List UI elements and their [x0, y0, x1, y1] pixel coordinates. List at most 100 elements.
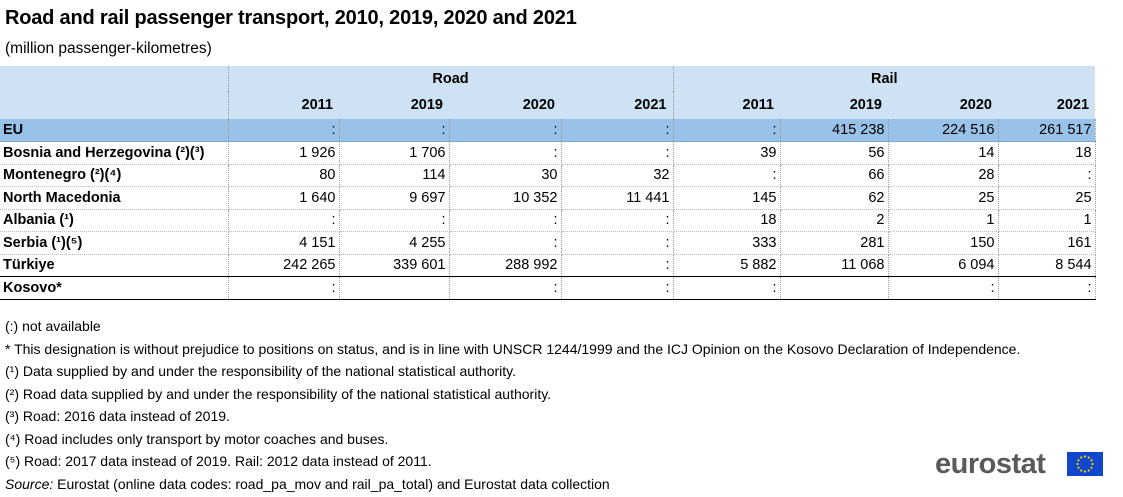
- value-cell: :: [998, 164, 1096, 187]
- value-cell: 25: [998, 186, 1096, 210]
- year-header-rail: 2020: [888, 91, 998, 119]
- row-label: Türkiye: [0, 254, 229, 277]
- flag-star-icon: [1087, 456, 1090, 459]
- value-cell: 10 352: [449, 186, 562, 210]
- row-label: North Macedonia: [0, 186, 229, 210]
- value-cell: 242 265: [228, 254, 340, 277]
- value-cell: 56: [780, 141, 889, 165]
- value-cell: :: [561, 231, 674, 255]
- year-header-road: 2021: [561, 91, 674, 119]
- chart-subtitle: (million passenger-kilometres): [5, 40, 212, 57]
- value-cell: 25: [888, 186, 999, 210]
- value-cell: 145: [673, 186, 781, 210]
- footnote: (:) not available: [5, 318, 101, 334]
- value-cell: :: [228, 119, 340, 142]
- value-cell: :: [449, 119, 562, 142]
- value-cell: :: [998, 276, 1096, 300]
- flag-star-icon: [1083, 455, 1087, 458]
- value-cell: 18: [673, 209, 781, 232]
- year-header-road: 2019: [339, 91, 449, 119]
- logo-text: eurostat: [935, 448, 1046, 480]
- value-cell: :: [449, 276, 562, 300]
- year-header-rail: 2019: [780, 91, 888, 119]
- value-cell: 1 926: [228, 141, 340, 165]
- value-cell: :: [339, 209, 450, 232]
- header-corner: [0, 66, 229, 91]
- table-row: Albania (¹)::::18 2 1 1: [0, 209, 1096, 232]
- year-header-rail: 2021: [998, 91, 1096, 119]
- table-row: Kosovo*::::::: [0, 276, 1096, 300]
- row-label: Bosnia and Herzegovina (²)(³): [0, 141, 229, 165]
- value-cell: 4 151: [228, 231, 340, 255]
- value-cell: :: [561, 254, 674, 277]
- value-cell: 62: [780, 186, 889, 210]
- value-cell: :: [228, 276, 340, 300]
- table-row: North Macedonia 1 640 9 697 10 352 11 441 145…: [0, 186, 1096, 210]
- source-label: Source:: [5, 475, 54, 492]
- year-header-road: 2011: [228, 91, 339, 119]
- value-cell: 150: [888, 231, 999, 255]
- value-cell: 14: [888, 141, 999, 165]
- value-cell: 339 601: [339, 254, 450, 277]
- chart-title: Road and rail passenger transport, 2010,…: [5, 7, 577, 29]
- value-cell: 6 094: [888, 254, 999, 277]
- flag-star-icon: [1083, 470, 1087, 473]
- flag-star-icon: [1080, 456, 1083, 459]
- data-table: Road Rail 2011 2019 2020 2021 2011 2019 2020 2021…: [0, 66, 1096, 300]
- value-cell: :: [561, 119, 674, 142]
- value-cell: 11 441: [561, 186, 674, 210]
- value-cell: 1 640: [228, 186, 340, 210]
- group-header-rail: Rail: [673, 66, 1096, 91]
- value-cell: 18: [998, 141, 1096, 165]
- flag-star-icon: [1090, 459, 1093, 462]
- table-row: Serbia (¹)(⁵) 4 151 4 255::333 281 150 161: [0, 231, 1096, 255]
- footnotes: (:) not available * This designation is …: [5, 315, 1020, 495]
- value-cell: 9 697: [339, 186, 450, 210]
- flag-star-icon: [1090, 466, 1093, 469]
- group-header-road: Road: [228, 66, 674, 91]
- value-cell: :: [561, 209, 674, 232]
- footnote: (⁵) Road: 2017 data instead of 2019. Rai…: [5, 453, 432, 469]
- eurostat-logo: eurostat: [935, 447, 1105, 481]
- footnote: (⁴) Road includes only transport by moto…: [5, 430, 389, 447]
- value-cell: 30: [449, 164, 562, 187]
- value-cell: 224 516: [888, 119, 999, 142]
- eu-flag-icon: [1067, 452, 1103, 476]
- row-label: Albania (¹): [0, 209, 229, 232]
- value-cell: 5 882: [673, 254, 781, 277]
- value-cell: :: [228, 209, 340, 232]
- source-text: Eurostat (online data codes: road_pa_mov…: [53, 475, 610, 492]
- year-header-road: 2020: [449, 91, 561, 119]
- flag-star-icon: [1077, 466, 1080, 469]
- value-cell: 1: [998, 209, 1096, 232]
- value-cell: 39: [673, 141, 781, 165]
- value-cell: 1 706: [339, 141, 450, 165]
- value-cell: 1: [888, 209, 999, 232]
- value-cell: 161: [998, 231, 1096, 255]
- row-label: Kosovo*: [0, 276, 229, 300]
- value-cell: :: [449, 231, 562, 255]
- table-row: Türkiye 242 265 339 601 288 992:5 882 11 068…: [0, 254, 1096, 277]
- header-corner: [0, 91, 229, 119]
- row-label: EU: [0, 119, 229, 142]
- value-cell: 11 068: [780, 254, 889, 277]
- table-row: Bosnia and Herzegovina (²)(³) 1 926 1 706:…: [0, 141, 1096, 165]
- value-cell: 8 544: [998, 254, 1096, 277]
- table-row: EU:::::415 238 224 516 261 517: [0, 119, 1096, 142]
- value-cell: 32: [561, 164, 674, 187]
- value-cell: :: [673, 119, 781, 142]
- flag-star-icon: [1077, 459, 1080, 462]
- row-label: Serbia (¹)(⁵): [0, 231, 229, 255]
- value-cell: :: [673, 276, 781, 300]
- flag-star-icon: [1087, 469, 1090, 472]
- value-cell: 261 517: [998, 119, 1096, 142]
- footnote: (¹) Data supplied by and under the respo…: [5, 363, 517, 379]
- value-cell: :: [339, 119, 450, 142]
- value-cell: 415 238: [780, 119, 889, 142]
- value-cell: 28: [888, 164, 999, 187]
- value-cell: 281: [780, 231, 889, 255]
- value-cell: :: [449, 141, 562, 165]
- value-cell: :: [673, 164, 781, 187]
- source-note: Source: Eurostat (online data codes: roa…: [5, 473, 1020, 496]
- flag-star-icon: [1091, 462, 1094, 466]
